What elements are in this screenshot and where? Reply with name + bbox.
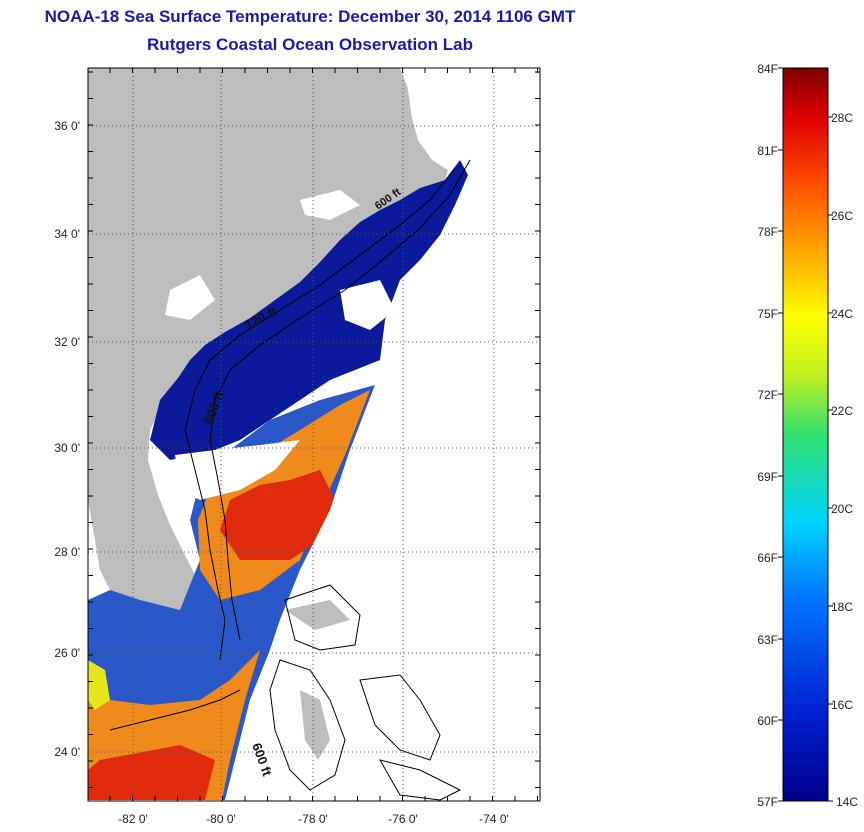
colorbar-c-label: 26C: [831, 209, 853, 223]
lat-label: 32 0': [54, 335, 80, 349]
plot-area: [88, 68, 540, 801]
cloud-patch: [175, 440, 300, 500]
colorbar-f-label: 81F: [757, 144, 778, 158]
lat-label: 36 0': [54, 119, 80, 133]
cloud-patch: [340, 280, 395, 330]
colorbar-f-label: 78F: [757, 225, 778, 239]
lon-label: -78 0': [298, 812, 328, 826]
colorbar-c-label: 22C: [831, 404, 853, 418]
colorbar-ticks: [778, 67, 833, 802]
colorbar: [782, 67, 829, 802]
colorbar-c-label: 14C: [836, 795, 858, 809]
bathymetry-contour: [269, 659, 346, 791]
plot-frame: [87, 67, 541, 802]
bahamas-land: [300, 690, 330, 760]
bahamas-land: [285, 600, 350, 630]
colorbar-f-label: 72F: [757, 388, 778, 402]
lat-label: 24 0': [54, 745, 80, 759]
cold-water-region: [150, 160, 468, 460]
colorbar-f-label: 75F: [757, 307, 778, 321]
colorbar-f-label: 66F: [757, 551, 778, 565]
colorbar-f-label: 57F: [757, 795, 778, 809]
bathymetry-contour: [378, 759, 462, 801]
lon-label: -76 0': [388, 812, 418, 826]
axis-ticks: [88, 68, 540, 801]
lat-lon-grid: [88, 68, 540, 801]
lat-label: 34 0': [54, 227, 80, 241]
contour-600ft: [209, 159, 471, 641]
colorbar-f-label: 63F: [757, 633, 778, 647]
warm-water-red: [220, 470, 335, 560]
colorbar-f-label: 84F: [757, 62, 778, 76]
lon-label: -82 0': [118, 812, 148, 826]
warm-water-red-south: [88, 745, 215, 800]
colorbar-c-label: 20C: [831, 502, 853, 516]
yellow-patch: [88, 660, 110, 710]
lat-label: 26 0': [54, 646, 80, 660]
cloud-patch: [165, 275, 215, 320]
colorbar-c-label: 16C: [831, 698, 853, 712]
contour-keys: [109, 689, 241, 731]
no-data-region: [225, 340, 540, 801]
land-mass: [88, 68, 448, 692]
colorbar-f-label: 60F: [757, 714, 778, 728]
lat-label: 30 0': [54, 441, 80, 455]
lon-label: -74 0': [479, 812, 509, 826]
map-subtitle: Rutgers Coastal Ocean Observation Lab: [147, 35, 473, 54]
bathymetry-contour: [359, 674, 441, 761]
colorbar-f-label: 69F: [757, 470, 778, 484]
colorbar-c-label: 28C: [831, 111, 853, 125]
colorbar-c-label: 24C: [831, 307, 853, 321]
lat-label: 28 0': [54, 545, 80, 559]
lon-label: -80 0': [206, 812, 236, 826]
cloud-patch: [400, 68, 540, 180]
contour-120ft: [184, 167, 456, 661]
bathymetry-contour: [284, 584, 361, 651]
colorbar-c-label: 18C: [831, 600, 853, 614]
map-title: NOAA-18 Sea Surface Temperature: Decembe…: [44, 7, 576, 26]
cloud-patch: [300, 190, 360, 220]
